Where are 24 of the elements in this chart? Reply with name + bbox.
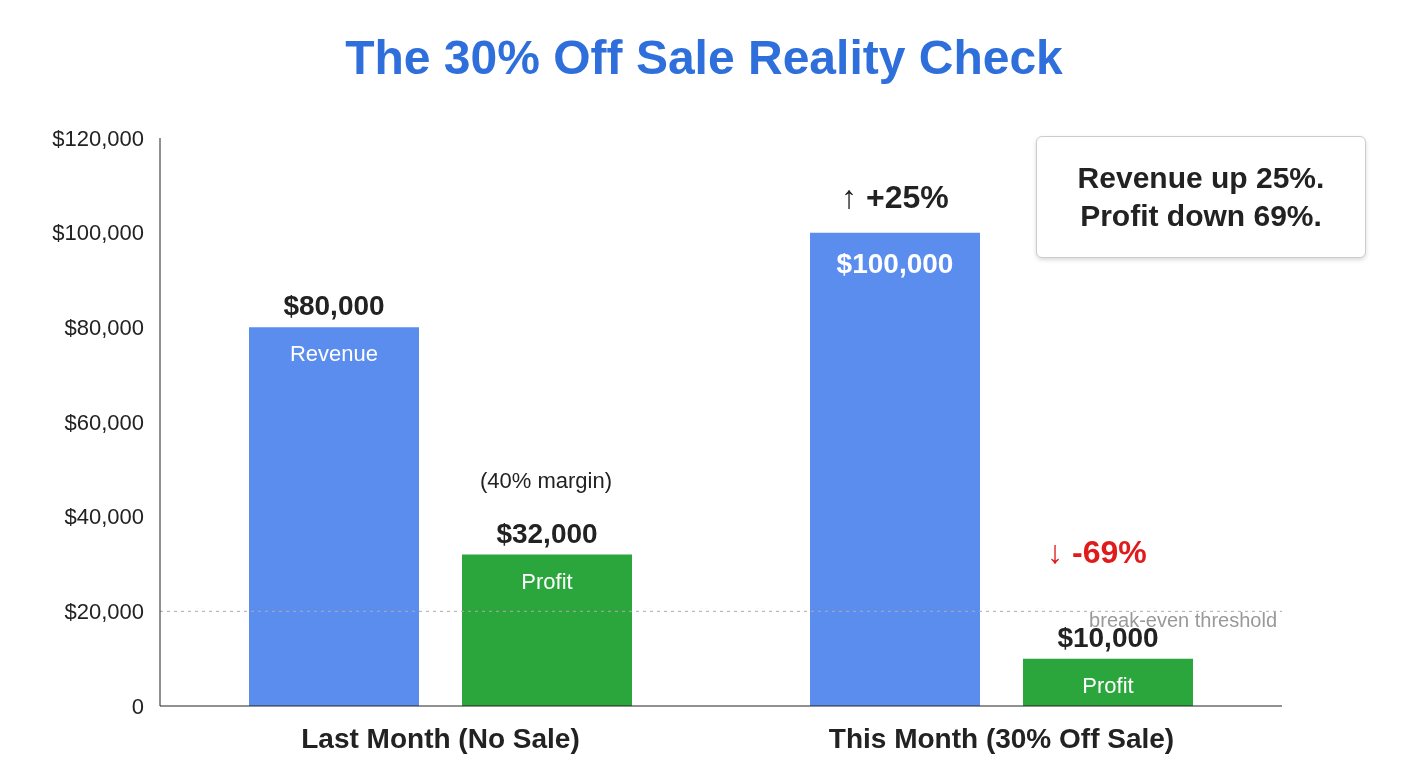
x-tick-label: Last Month (No Sale) (301, 722, 580, 754)
y-tick-label: $80,000 (64, 315, 144, 341)
data-label: $100,000 (836, 247, 954, 279)
annotation: (40% margin) (478, 467, 613, 495)
text: Profit (521, 568, 573, 594)
bar (462, 554, 632, 706)
data-label: $32,000 (496, 517, 598, 549)
y-tick-label: $20,000 (64, 599, 144, 625)
y-tick-label: $60,000 (64, 409, 144, 435)
bar (810, 232, 980, 706)
bar (1023, 658, 1193, 706)
y-tick-label: 0 (131, 693, 144, 719)
annotation: Revenue up 25%. Profit down 69%. (1036, 136, 1366, 258)
bar (249, 327, 419, 706)
annotation: ↑ +25% (840, 178, 950, 217)
chart-title: The 30% Off Sale Reality Check (344, 30, 1064, 86)
x-tick-label: This Month (30% Off Sale) (828, 722, 1175, 754)
annotation: ↓ -69% (1046, 533, 1148, 572)
series-label: Profit (1082, 672, 1134, 698)
y-tick-label: $100,000 (52, 220, 144, 246)
data-label: $80,000 (283, 290, 385, 322)
y-tick-label: $40,000 (64, 504, 144, 530)
y-tick-label: $120,000 (52, 125, 144, 151)
series-label: Revenue (289, 341, 379, 367)
